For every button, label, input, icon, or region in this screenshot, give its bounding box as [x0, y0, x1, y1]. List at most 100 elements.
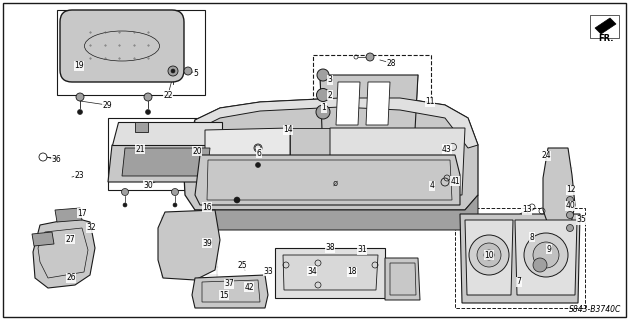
Text: ø: ø: [333, 179, 338, 188]
Text: 42: 42: [244, 283, 254, 292]
Circle shape: [316, 89, 330, 101]
Text: 22: 22: [164, 91, 173, 100]
Polygon shape: [205, 128, 290, 198]
Circle shape: [567, 225, 574, 231]
Text: 3: 3: [328, 76, 333, 84]
Circle shape: [144, 93, 152, 101]
Text: 18: 18: [347, 268, 357, 276]
Text: 7: 7: [516, 277, 521, 286]
Text: 37: 37: [224, 279, 234, 289]
Text: 6: 6: [257, 148, 262, 157]
Text: 15: 15: [219, 291, 229, 300]
Circle shape: [366, 53, 374, 61]
Text: 2: 2: [328, 91, 332, 100]
Polygon shape: [192, 275, 268, 308]
Text: 16: 16: [202, 203, 212, 212]
Polygon shape: [460, 214, 580, 303]
Text: S843-B3740C: S843-B3740C: [569, 305, 621, 314]
Text: 21: 21: [135, 145, 145, 154]
Polygon shape: [183, 98, 478, 210]
Text: 35: 35: [576, 215, 586, 225]
Polygon shape: [336, 82, 360, 125]
Polygon shape: [158, 210, 220, 280]
Text: 32: 32: [86, 223, 96, 233]
Text: 12: 12: [566, 186, 576, 195]
Text: 5: 5: [194, 68, 198, 77]
Circle shape: [524, 233, 568, 277]
Circle shape: [77, 109, 82, 115]
Circle shape: [255, 163, 260, 167]
Text: 29: 29: [102, 100, 112, 109]
Circle shape: [145, 109, 150, 115]
Text: 1: 1: [321, 103, 326, 113]
Polygon shape: [55, 208, 82, 222]
Polygon shape: [465, 220, 513, 295]
Text: 30: 30: [143, 180, 153, 189]
Circle shape: [469, 235, 509, 275]
Text: 36: 36: [51, 156, 61, 164]
Bar: [313, 55, 431, 140]
Text: 40: 40: [565, 202, 575, 211]
Polygon shape: [108, 145, 222, 182]
Text: 25: 25: [237, 260, 247, 269]
Text: 13: 13: [522, 205, 532, 214]
Text: 10: 10: [484, 251, 494, 260]
Text: 27: 27: [65, 235, 75, 244]
Text: 17: 17: [77, 209, 87, 218]
Circle shape: [168, 66, 178, 76]
Text: 23: 23: [74, 171, 84, 180]
Polygon shape: [290, 128, 330, 195]
Polygon shape: [122, 148, 210, 176]
Polygon shape: [112, 122, 222, 145]
Text: 43: 43: [442, 145, 452, 154]
Circle shape: [567, 212, 574, 219]
Polygon shape: [385, 258, 420, 300]
Text: 31: 31: [357, 245, 367, 254]
Polygon shape: [195, 195, 478, 230]
Circle shape: [234, 197, 240, 203]
Circle shape: [533, 242, 559, 268]
Text: FR.: FR.: [598, 34, 613, 43]
Bar: [57, 10, 205, 95]
Circle shape: [317, 69, 329, 81]
FancyBboxPatch shape: [60, 10, 184, 82]
Circle shape: [533, 258, 547, 272]
Text: 19: 19: [74, 61, 84, 70]
Polygon shape: [515, 220, 577, 295]
Text: 4: 4: [430, 181, 435, 190]
Text: 41: 41: [450, 177, 460, 186]
Text: 11: 11: [425, 98, 435, 107]
Circle shape: [316, 105, 330, 119]
Circle shape: [477, 243, 501, 267]
Text: 26: 26: [66, 274, 76, 283]
Text: 34: 34: [307, 267, 317, 276]
Polygon shape: [543, 148, 575, 230]
Circle shape: [121, 188, 128, 196]
Text: 8: 8: [530, 233, 535, 242]
Polygon shape: [275, 248, 385, 298]
Polygon shape: [590, 15, 619, 38]
Circle shape: [484, 250, 494, 260]
Polygon shape: [320, 75, 418, 130]
Polygon shape: [33, 218, 95, 288]
Bar: [108, 118, 228, 190]
Text: 14: 14: [283, 125, 293, 134]
Polygon shape: [195, 155, 460, 205]
Circle shape: [172, 188, 179, 196]
Polygon shape: [330, 128, 465, 195]
Text: 33: 33: [263, 267, 273, 276]
Polygon shape: [135, 122, 148, 132]
Circle shape: [173, 203, 177, 207]
Circle shape: [184, 67, 192, 75]
Polygon shape: [32, 232, 54, 246]
Bar: [455, 208, 585, 308]
Circle shape: [171, 69, 175, 73]
Circle shape: [76, 93, 84, 101]
Polygon shape: [192, 98, 478, 148]
Text: 9: 9: [547, 244, 552, 253]
Polygon shape: [595, 18, 616, 34]
Polygon shape: [283, 255, 378, 290]
Circle shape: [567, 196, 574, 204]
Polygon shape: [366, 82, 390, 125]
Text: 28: 28: [386, 59, 396, 68]
